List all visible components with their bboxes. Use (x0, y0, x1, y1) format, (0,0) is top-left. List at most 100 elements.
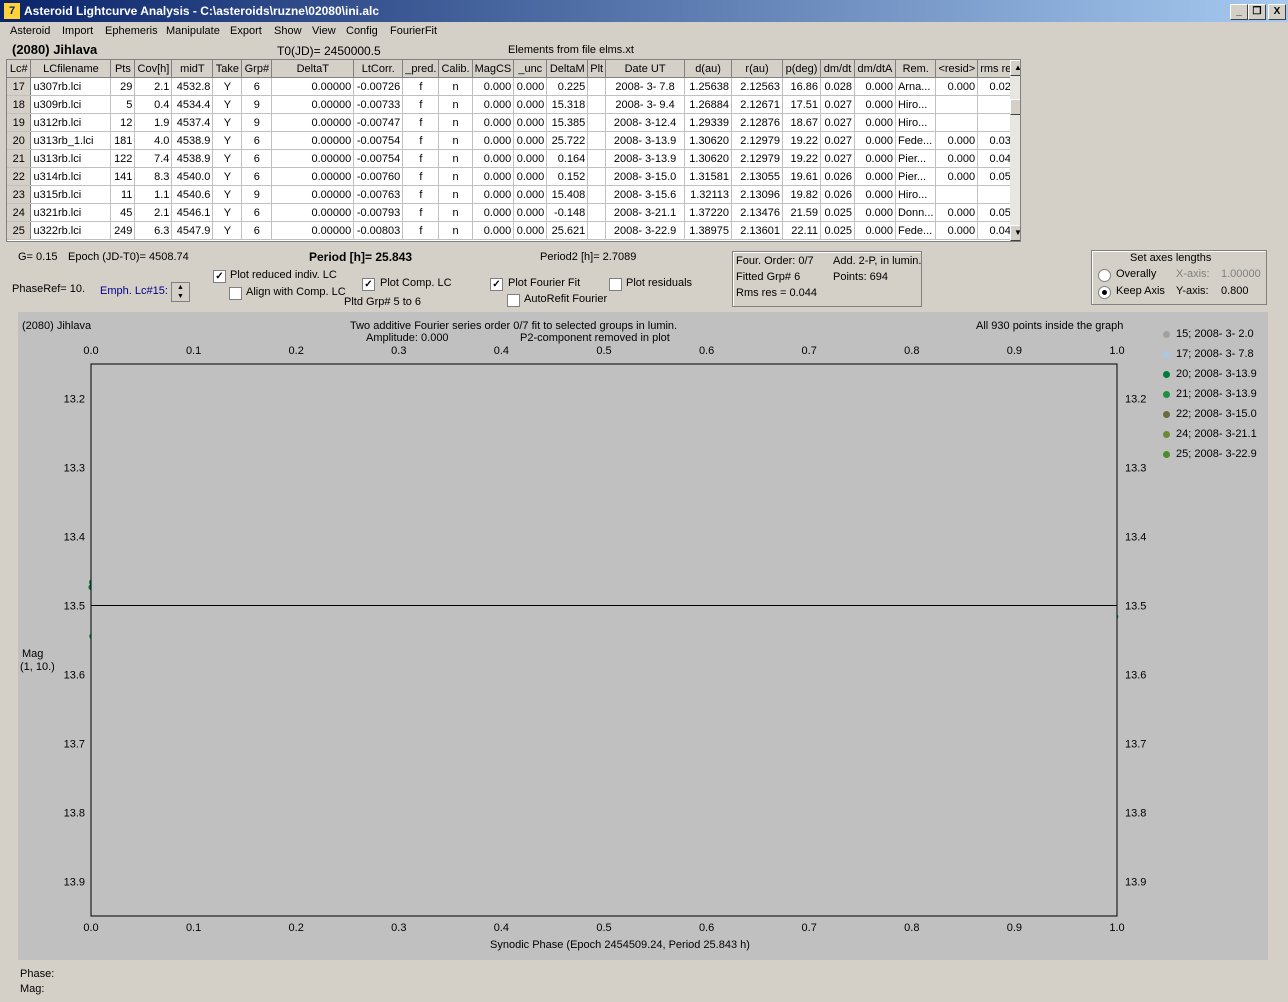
table-cell[interactable]: n (438, 77, 473, 96)
column-header[interactable]: Lc# (7, 60, 32, 78)
table-cell[interactable]: Y (212, 167, 243, 186)
table-cell[interactable]: 0.00000 (271, 149, 355, 168)
close-button[interactable]: X (1268, 4, 1286, 20)
table-cell[interactable]: 2.1 (134, 77, 173, 96)
table-cell[interactable]: 0.000 (854, 113, 896, 132)
table-cell[interactable]: 6 (241, 221, 273, 240)
plot-reduced-checkbox[interactable]: ✓ (213, 270, 226, 283)
table-cell[interactable] (587, 185, 607, 204)
table-cell[interactable]: 21 (7, 149, 32, 168)
table-cell[interactable]: 6 (241, 149, 273, 168)
table-cell[interactable]: 4537.4 (171, 113, 214, 132)
table-cell[interactable]: 141 (110, 167, 136, 186)
table-cell[interactable]: f (402, 149, 440, 168)
table-cell[interactable]: f (402, 167, 440, 186)
column-header[interactable]: Date UT (605, 60, 686, 78)
table-cell[interactable]: 17.51 (782, 95, 821, 114)
table-cell[interactable] (935, 95, 979, 114)
table-cell[interactable]: 11 (110, 185, 136, 204)
table-cell[interactable]: 2.12979 (731, 131, 784, 150)
lightcurve-table[interactable]: Lc# LCfilename Pts Cov[h] midT Take Grp# DeltaT… (6, 59, 1021, 242)
column-header[interactable]: d(au) (684, 60, 733, 78)
table-cell[interactable]: 19.22 (782, 149, 821, 168)
table-cell[interactable]: 0.000 (472, 167, 515, 186)
table-cell[interactable]: 2.12979 (731, 149, 784, 168)
column-header[interactable]: DeltaM (546, 60, 589, 78)
table-cell[interactable]: -0.00754 (353, 131, 404, 150)
column-header[interactable]: MagCS (472, 60, 515, 78)
table-cell[interactable]: 2.13476 (731, 203, 784, 222)
table-row[interactable]: 21 u313rb.lci 122 7.4 4538.9 Y 6 0.00000 -0.0075… (7, 149, 1020, 168)
table-cell[interactable]: 18 (7, 95, 32, 114)
table-cell[interactable]: 0.028 (820, 77, 855, 96)
table-cell[interactable]: 0.025 (820, 203, 855, 222)
table-cell[interactable]: 1.1 (134, 185, 173, 204)
xaxis-value[interactable]: 1.00000 (1221, 268, 1261, 280)
yaxis-value[interactable]: 0.800 (1221, 285, 1249, 297)
column-header[interactable]: <resid> (935, 60, 979, 78)
table-cell[interactable]: 0.000 (513, 221, 548, 240)
menu-import[interactable]: Import (62, 25, 94, 37)
plot-residuals-checkbox[interactable] (609, 278, 622, 291)
table-cell[interactable]: Donn... (895, 203, 937, 222)
table-cell[interactable]: 22 (7, 167, 32, 186)
table-cell[interactable]: u312rb.lci (30, 113, 112, 132)
table-cell[interactable]: 5 (110, 95, 136, 114)
table-cell[interactable]: 29 (110, 77, 136, 96)
table-cell[interactable]: Y (212, 77, 243, 96)
table-cell[interactable]: 1.32113 (684, 185, 733, 204)
table-cell[interactable]: 249 (110, 221, 136, 240)
table-cell[interactable]: 0.000 (472, 77, 515, 96)
table-cell[interactable]: 0.000 (513, 167, 548, 186)
table-cell[interactable]: 0.164 (546, 149, 589, 168)
table-cell[interactable]: 4534.4 (171, 95, 214, 114)
table-cell[interactable]: 0.027 (820, 149, 855, 168)
table-cell[interactable]: n (438, 113, 473, 132)
table-cell[interactable]: 25.621 (546, 221, 589, 240)
table-cell[interactable]: 1.31581 (684, 167, 733, 186)
table-cell[interactable]: 9 (241, 185, 273, 204)
table-cell[interactable]: 24 (7, 203, 32, 222)
menu-export[interactable]: Export (230, 25, 262, 37)
table-cell[interactable]: 0.000 (854, 131, 896, 150)
column-header[interactable]: LCfilename (30, 60, 112, 78)
table-cell[interactable]: 1.26884 (684, 95, 733, 114)
column-header[interactable]: DeltaT (271, 60, 355, 78)
table-cell[interactable]: 0.000 (472, 113, 515, 132)
table-cell[interactable]: Y (212, 95, 243, 114)
table-cell[interactable]: n (438, 167, 473, 186)
table-cell[interactable] (587, 131, 607, 150)
table-cell[interactable]: 12 (110, 113, 136, 132)
lightcurve-plot[interactable]: 0.0 0.0 0.1 0.1 0.2 0.2 0.3 0.3 0.4 0.4 0.5 0.5 0.6 0… (18, 312, 1268, 960)
table-row[interactable]: 19 u312rb.lci 12 1.9 4537.4 Y 9 0.00000 -0.00747… (7, 113, 1020, 132)
scroll-thumb[interactable] (1010, 99, 1020, 115)
table-cell[interactable]: 0.152 (546, 167, 589, 186)
overally-radio[interactable] (1098, 269, 1111, 282)
table-cell[interactable]: 22.11 (782, 221, 821, 240)
table-cell[interactable]: Y (212, 221, 243, 240)
table-cell[interactable]: 6 (241, 77, 273, 96)
table-cell[interactable] (935, 185, 979, 204)
table-cell[interactable]: 0.000 (513, 149, 548, 168)
column-header[interactable]: _unc (513, 60, 548, 78)
table-cell[interactable]: Pier... (895, 149, 937, 168)
table-cell[interactable]: -0.00726 (353, 77, 404, 96)
table-cell[interactable]: 4546.1 (171, 203, 214, 222)
table-cell[interactable]: 0.000 (513, 203, 548, 222)
table-cell[interactable]: f (402, 221, 440, 240)
scroll-down-icon[interactable]: ▼ (1010, 225, 1020, 241)
column-header[interactable]: dm/dt (820, 60, 855, 78)
column-header[interactable]: midT (171, 60, 214, 78)
period2-label[interactable]: Period2 [h]= 2.7089 (540, 251, 637, 263)
maximize-button[interactable]: ❐ (1248, 4, 1266, 20)
table-cell[interactable]: 16.86 (782, 77, 821, 96)
table-cell[interactable]: u322rb.lci (30, 221, 112, 240)
table-cell[interactable]: 2008- 3-13.9 (605, 149, 686, 168)
table-cell[interactable]: 0.000 (472, 185, 515, 204)
table-cell[interactable]: 1.29339 (684, 113, 733, 132)
column-header[interactable]: LtCorr. (353, 60, 404, 78)
table-cell[interactable] (587, 113, 607, 132)
table-cell[interactable]: 4547.9 (171, 221, 214, 240)
table-cell[interactable]: 15.318 (546, 95, 589, 114)
table-cell[interactable]: 2008- 3- 7.8 (605, 77, 686, 96)
